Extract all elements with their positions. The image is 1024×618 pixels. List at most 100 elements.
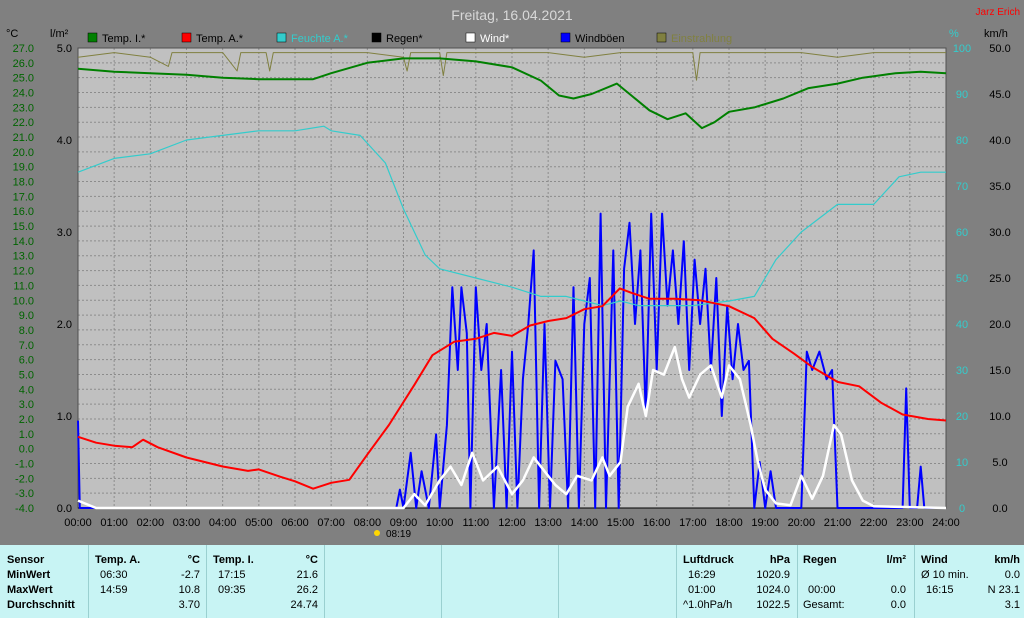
wind-tick-label: 15.0 — [989, 365, 1010, 377]
chart-title: Freitag, 16.04.2021 — [451, 7, 573, 23]
x-tick-label: 22:00 — [860, 517, 888, 529]
temp-tick-label: 1.0 — [19, 429, 34, 441]
temp-a-max: 10.8 — [178, 584, 200, 596]
temp-a-unit: °C — [187, 554, 200, 566]
wind-tick-label: 40.0 — [989, 135, 1010, 147]
wind-min: 0.0 — [1004, 569, 1020, 581]
sun-icon — [374, 530, 380, 536]
series-line-feuchte-a — [77, 125, 946, 307]
x-tick-label: 20:00 — [788, 517, 816, 529]
sensor-header: Sensor — [7, 554, 45, 566]
legend-swatch — [276, 32, 287, 43]
temp-tick-label: 13.0 — [13, 251, 34, 263]
legend-label: Temp. I.* — [102, 33, 146, 45]
divider — [88, 545, 89, 618]
temp-i-max-time: 09:35 — [218, 584, 246, 596]
x-tick-label: 21:00 — [824, 517, 852, 529]
temp-a-max-time: 14:59 — [100, 584, 128, 596]
legend-label: Regen* — [386, 33, 423, 45]
rain-tick-label: 0.0 — [57, 503, 72, 515]
temp-tick-label: 0.0 — [19, 444, 34, 456]
temp-tick-label: 5.0 — [19, 369, 34, 381]
humidity-tick-label: 100 — [953, 43, 971, 55]
summary-table: Sensor MinWert MaxWert Durchschnitt Temp… — [0, 545, 1024, 618]
wind-tick-label: 30.0 — [989, 227, 1010, 239]
temp-a-min-time: 06:30 — [100, 569, 128, 581]
temp-tick-label: 21.0 — [13, 132, 34, 144]
temp-tick-label: 8.0 — [19, 325, 34, 337]
temp-tick-label: 9.0 — [19, 310, 34, 322]
temp-tick-label: 15.0 — [13, 221, 34, 233]
weather-chart: Freitag, 16.04.2021 Jarz Erich °C l/m² %… — [6, 7, 1020, 540]
x-tick-label: 16:00 — [643, 517, 671, 529]
temp-tick-label: 19.0 — [13, 162, 34, 174]
divider — [797, 545, 798, 618]
legend-label: Temp. A.* — [196, 33, 244, 45]
humidity-tick-label: 60 — [956, 227, 968, 239]
humidity-tick-label: 30 — [956, 365, 968, 377]
wind-max: N 23.1 — [987, 584, 1020, 596]
pressure-trend: ^1.0hPa/h — [683, 599, 733, 611]
temp-tick-label: 4.0 — [19, 384, 34, 396]
humidity-axis-unit: % — [949, 28, 959, 40]
temp-tick-label: 7.0 — [19, 340, 34, 352]
humidity-tick-label: 20 — [956, 411, 968, 423]
temp-tick-label: 25.0 — [13, 73, 34, 85]
temp-i-avg: 24.74 — [290, 599, 318, 611]
pressure-min: 1020.9 — [756, 569, 790, 581]
pressure-avg: 1022.5 — [756, 599, 790, 611]
x-tick-label: 05:00 — [245, 517, 273, 529]
legend-swatch — [181, 32, 192, 43]
rain-tick-label: 5.0 — [57, 43, 72, 55]
wind-axis-unit: km/h — [984, 28, 1008, 40]
temp-tick-label: 16.0 — [13, 206, 34, 218]
temp-tick-label: 18.0 — [13, 177, 34, 189]
temp-a-avg: 3.70 — [178, 599, 200, 611]
x-tick-label: 11:00 — [462, 517, 489, 529]
wind-min-label: Ø 10 min. — [921, 569, 969, 581]
humidity-tick-label: 0 — [959, 503, 965, 515]
x-tick-label: 08:00 — [354, 517, 382, 529]
temp-i-header: Temp. I. — [213, 554, 254, 566]
temp-tick-label: -1.0 — [15, 458, 34, 470]
temp-a-header: Temp. A. — [95, 554, 141, 566]
temp-tick-label: -4.0 — [15, 503, 34, 515]
x-tick-label: 15:00 — [607, 517, 635, 529]
x-tick-label: 19:00 — [751, 517, 779, 529]
divider — [206, 545, 207, 618]
legend-swatch — [465, 32, 476, 43]
temp-tick-label: 23.0 — [13, 102, 34, 114]
temp-tick-label: 17.0 — [13, 191, 34, 203]
temp-tick-label: 26.0 — [13, 58, 34, 70]
temp-tick-label: 27.0 — [13, 43, 34, 55]
wind-tick-label: 10.0 — [989, 411, 1010, 423]
wind-tick-label: 5.0 — [992, 457, 1007, 469]
axis-ticks: 27.0 26.0 25.0 24.0 23.0 22.0 21.0 20.0 19.0 18.0… — [13, 43, 1011, 529]
temp-tick-label: 11.0 — [13, 280, 34, 292]
legend: Temp. I.* Temp. A.* Feuchte A.* Regen* Wind*… — [87, 32, 732, 45]
author-label: Jarz Erich — [976, 7, 1020, 18]
wind-tick-label: 0.0 — [992, 503, 1007, 515]
temp-i-min: 21.6 — [296, 569, 318, 581]
divider — [324, 545, 325, 618]
temp-tick-label: 6.0 — [19, 355, 34, 367]
x-tick-label: 18:00 — [715, 517, 743, 529]
wind-avg: 3.1 — [1004, 599, 1020, 611]
series-line-wind — [77, 345, 947, 510]
wind-tick-label: 35.0 — [989, 181, 1010, 193]
wind-unit: km/h — [994, 554, 1020, 566]
x-tick-label: 14:00 — [571, 517, 599, 529]
x-tick-label: 23:00 — [896, 517, 924, 529]
humidity-tick-label: 50 — [956, 273, 968, 285]
x-tick-label: 06:00 — [281, 517, 309, 529]
x-tick-label: 09:00 — [390, 517, 418, 529]
temp-axis-unit: °C — [6, 28, 18, 40]
pressure-min-time: 16:29 — [688, 569, 716, 581]
divider — [914, 545, 915, 618]
temp-tick-label: 20.0 — [13, 147, 34, 159]
temp-tick-label: 12.0 — [13, 266, 34, 278]
rain-tick-label: 4.0 — [57, 135, 72, 147]
pressure-max-time: 01:00 — [688, 584, 716, 596]
temp-tick-label: -2.0 — [15, 473, 34, 485]
